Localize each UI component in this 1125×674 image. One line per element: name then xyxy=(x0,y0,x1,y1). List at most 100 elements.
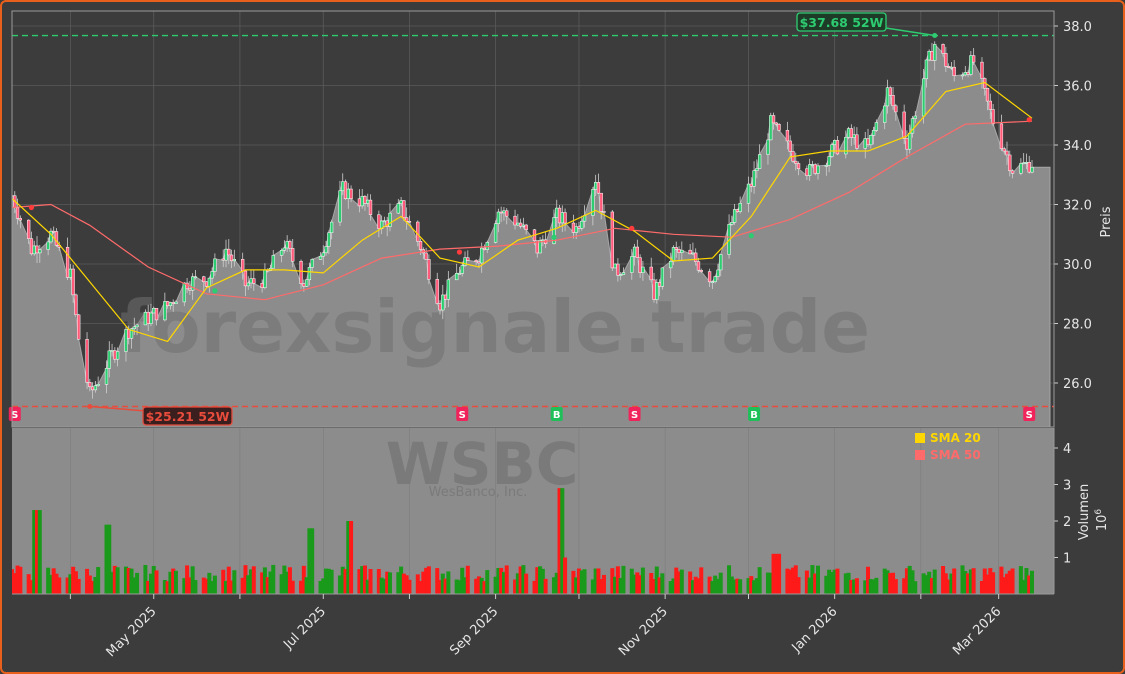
candle-body xyxy=(152,307,156,314)
candle-body xyxy=(388,212,392,227)
volume-bar xyxy=(287,567,292,594)
candle-body xyxy=(368,199,373,215)
volume-bar xyxy=(688,571,693,594)
candle-body xyxy=(499,211,503,214)
candle-body xyxy=(310,259,314,268)
crossover-dots xyxy=(28,117,1032,294)
candles xyxy=(12,41,1034,399)
volume-bar xyxy=(924,575,929,594)
volume-bar xyxy=(329,569,334,594)
volume-scale-base: 10 xyxy=(1095,515,1110,532)
candle-body xyxy=(613,263,617,269)
price-panel-border xyxy=(11,10,1055,428)
volume-bar xyxy=(115,567,120,594)
price-tick-label: 38.0 xyxy=(1063,20,1092,35)
volume-bar xyxy=(132,577,137,594)
candle-body xyxy=(985,88,990,102)
volume-bar xyxy=(26,574,31,594)
signal-label: S xyxy=(1026,410,1033,421)
volume-bar xyxy=(1021,579,1026,594)
volume-bar xyxy=(582,569,587,594)
price-tick-label: 26.0 xyxy=(1063,377,1092,392)
volume-bar xyxy=(788,569,793,594)
volume-bar xyxy=(738,579,743,594)
candle-body xyxy=(193,276,198,278)
volume-bar xyxy=(574,577,579,594)
signal-label: S xyxy=(459,410,466,421)
volume-bar xyxy=(513,579,518,594)
volume-bar xyxy=(668,581,673,594)
candle-body xyxy=(980,61,984,79)
volume-bar xyxy=(48,574,53,594)
volume-bar xyxy=(87,575,92,594)
volume-bar xyxy=(171,568,176,594)
candle-body xyxy=(574,226,578,233)
candle-body xyxy=(594,182,598,190)
volume-bar xyxy=(326,568,331,594)
volume-bar xyxy=(15,565,20,594)
candle-body xyxy=(908,132,912,150)
candle-body xyxy=(910,118,915,134)
volume-bar xyxy=(615,566,620,594)
candle-body xyxy=(202,276,206,283)
volume-bar xyxy=(143,564,148,594)
volume-bar xyxy=(543,578,548,594)
candle-body xyxy=(1005,150,1009,156)
candle-body xyxy=(54,231,59,246)
candle-body xyxy=(27,219,31,239)
candle-body xyxy=(752,170,756,187)
high-52w-arrow xyxy=(885,27,935,37)
volume-bar xyxy=(596,568,601,594)
signal-marker-buy xyxy=(550,407,563,421)
x-tick-label: Jul 2025 xyxy=(280,604,329,653)
candle-body xyxy=(883,105,887,123)
candle-body xyxy=(221,258,225,261)
candle-body xyxy=(610,211,614,269)
volume-bar xyxy=(460,567,465,594)
candle-body xyxy=(833,140,837,145)
candle-body xyxy=(518,222,523,227)
volume-bar xyxy=(226,566,231,594)
candle-body xyxy=(660,267,665,287)
volume-tick-label: 3 xyxy=(1063,479,1071,494)
candle-body xyxy=(241,259,245,272)
volume-bar xyxy=(771,553,776,594)
candle-body xyxy=(771,115,776,124)
volume-bar xyxy=(554,572,559,594)
volume-bar xyxy=(660,573,665,594)
volume-bar xyxy=(576,568,581,594)
candle-body xyxy=(710,281,715,283)
volume-panel: WSBC WesBanco, Inc. SMA 20 SMA 50 1 2 3 4 V… xyxy=(12,428,1110,594)
volume-bar xyxy=(907,565,912,594)
candle-body xyxy=(849,128,853,138)
volume-bar xyxy=(729,576,734,594)
candle-body xyxy=(427,259,431,280)
volume-bar xyxy=(579,570,584,594)
volume-bar xyxy=(699,567,704,594)
candle-body xyxy=(755,168,759,171)
candle-body xyxy=(619,274,623,276)
volume-bar xyxy=(35,510,40,594)
volume-bar xyxy=(868,579,873,594)
high-52w-box xyxy=(796,12,887,32)
candle-body xyxy=(32,245,36,255)
volume-bar xyxy=(613,576,618,594)
candle-body xyxy=(891,95,895,107)
crossover-dot xyxy=(629,225,635,231)
volume-bar xyxy=(746,578,751,594)
candle-body xyxy=(46,241,50,250)
candle-body xyxy=(96,384,100,386)
volume-bar xyxy=(493,576,498,594)
volume-bar xyxy=(110,571,115,594)
volume-bar xyxy=(365,579,370,594)
volume-bar xyxy=(793,565,798,594)
volume-bar xyxy=(652,579,657,594)
candle-body xyxy=(327,232,331,247)
candle-body xyxy=(18,218,22,221)
candle-body xyxy=(349,188,353,199)
volume-bar xyxy=(68,574,73,594)
volume-bar xyxy=(952,568,957,594)
volume-bar xyxy=(268,571,273,594)
volume-bar xyxy=(399,566,404,594)
candle-body xyxy=(999,123,1004,149)
